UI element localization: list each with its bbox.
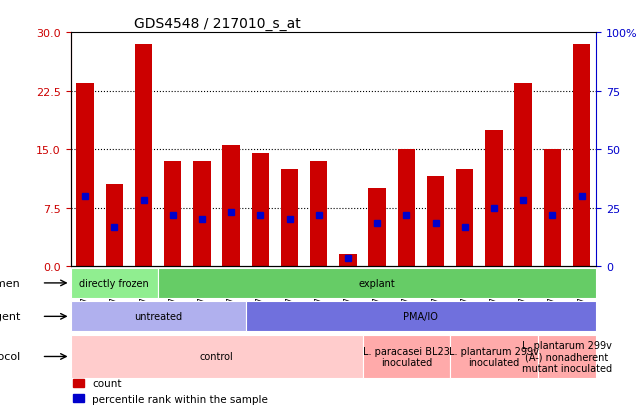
FancyBboxPatch shape	[246, 301, 596, 332]
Text: directly frozen: directly frozen	[79, 278, 149, 288]
FancyBboxPatch shape	[538, 336, 596, 377]
Bar	[310, 161, 328, 266]
Text: control: control	[199, 351, 233, 362]
Bar	[456, 169, 474, 266]
FancyBboxPatch shape	[363, 336, 450, 377]
Bar	[339, 255, 356, 266]
Text: GDS4548 / 217010_s_at: GDS4548 / 217010_s_at	[133, 17, 301, 31]
Bar	[369, 189, 386, 266]
Bar	[485, 131, 503, 266]
Bar	[76, 83, 94, 266]
Bar	[427, 177, 444, 266]
Bar	[251, 154, 269, 266]
Text: untreated: untreated	[134, 311, 182, 322]
Text: L. plantarum 299v
inoculated: L. plantarum 299v inoculated	[449, 346, 539, 368]
Legend: count, percentile rank within the sample: count, percentile rank within the sample	[69, 374, 272, 408]
Text: L. plantarum 299v
(A-) nonadherent
mutant inoculated: L. plantarum 299v (A-) nonadherent mutan…	[522, 340, 612, 373]
FancyBboxPatch shape	[71, 336, 363, 377]
Bar	[281, 169, 298, 266]
Bar	[514, 83, 532, 266]
FancyBboxPatch shape	[450, 336, 538, 377]
FancyBboxPatch shape	[71, 268, 158, 298]
Text: explant: explant	[359, 278, 395, 288]
Bar	[397, 150, 415, 266]
Bar	[193, 161, 211, 266]
Text: L. paracasei BL23
inoculated: L. paracasei BL23 inoculated	[363, 346, 450, 368]
Bar	[164, 161, 181, 266]
Bar	[573, 45, 590, 266]
FancyBboxPatch shape	[158, 268, 596, 298]
Bar	[135, 45, 153, 266]
Text: protocol: protocol	[0, 351, 21, 362]
Bar	[544, 150, 561, 266]
FancyBboxPatch shape	[71, 301, 246, 332]
Bar	[222, 146, 240, 266]
Text: PMA/IO: PMA/IO	[403, 311, 438, 322]
Text: agent: agent	[0, 311, 21, 322]
Bar	[106, 185, 123, 266]
Text: specimen: specimen	[0, 278, 21, 288]
